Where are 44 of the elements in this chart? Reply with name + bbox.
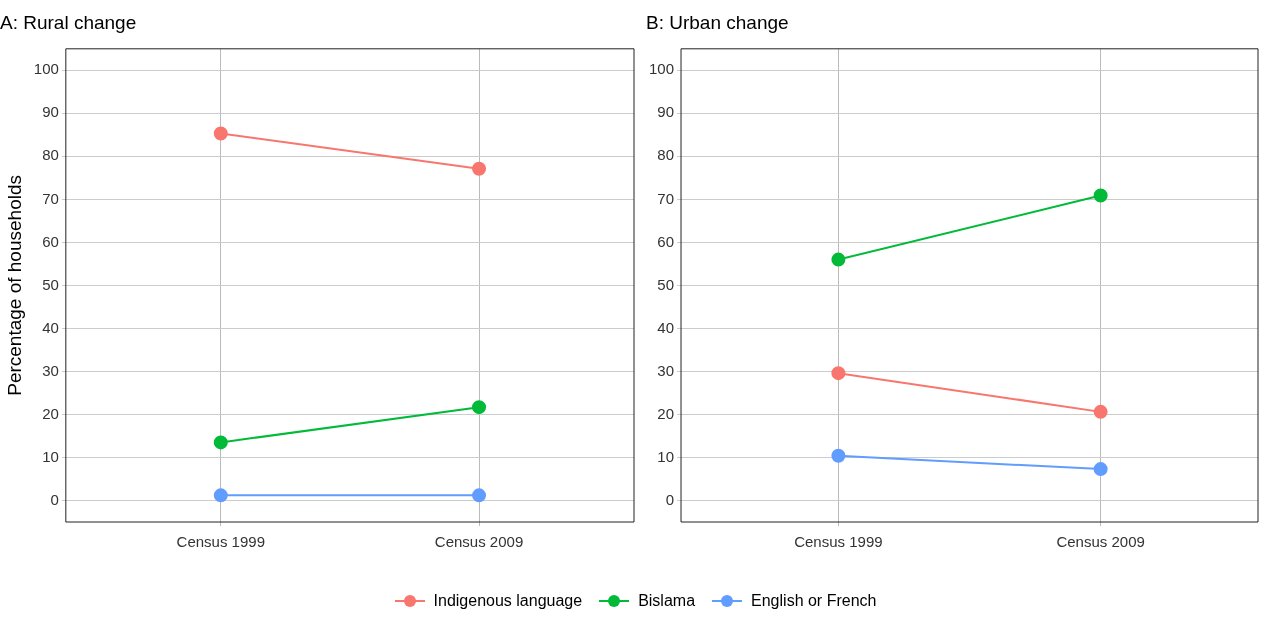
y-tick-label: 50 xyxy=(42,275,59,293)
y-tick-label: 60 xyxy=(657,232,675,250)
point xyxy=(1093,188,1108,203)
y-tick-label: 30 xyxy=(42,361,59,379)
point xyxy=(472,488,487,503)
y-tick-label: 100 xyxy=(649,60,675,78)
point xyxy=(831,448,846,463)
point xyxy=(831,252,846,267)
y-tick-label: 10 xyxy=(657,447,675,465)
y-tick-label: 80 xyxy=(657,146,675,164)
y-tick-label: 40 xyxy=(657,318,675,336)
y-axis-title: Percentage of households xyxy=(3,175,25,396)
y-tick-label: 30 xyxy=(657,361,675,379)
y-tick-label: 100 xyxy=(33,60,59,78)
x-tick-label: Census 1999 xyxy=(794,533,883,551)
point xyxy=(472,161,487,176)
y-tick-label: 20 xyxy=(657,404,675,422)
y-tick-label: 60 xyxy=(42,232,59,250)
point xyxy=(1093,462,1108,477)
legend-label: Bislama xyxy=(638,592,696,610)
y-tick-label: 90 xyxy=(657,103,675,121)
point xyxy=(213,435,228,450)
y-tick-label: 0 xyxy=(665,490,675,508)
point xyxy=(213,488,228,503)
y-tick-label: 20 xyxy=(42,404,59,422)
legend-label: English or French xyxy=(751,592,877,610)
x-tick-label: Census 1999 xyxy=(176,533,265,551)
y-tick-label: 70 xyxy=(657,189,675,207)
x-tick-label: Census 2009 xyxy=(1056,533,1145,551)
y-tick-label: 40 xyxy=(42,318,59,336)
y-tick-label: 0 xyxy=(50,490,59,508)
legend-label: Indigenous language xyxy=(433,592,583,610)
x-tick-label: Census 2009 xyxy=(434,533,524,551)
y-tick-label: 90 xyxy=(42,103,59,121)
y-tick-label: 10 xyxy=(42,447,59,465)
y-tick-label: 50 xyxy=(657,275,675,293)
chart-title: A: Rural change xyxy=(0,11,137,33)
point xyxy=(1093,404,1108,419)
chart-title: B: Urban change xyxy=(646,11,789,33)
y-tick-label: 80 xyxy=(42,146,59,164)
point xyxy=(472,400,487,415)
point xyxy=(213,126,228,141)
y-tick-label: 70 xyxy=(42,189,59,207)
point xyxy=(831,366,846,381)
